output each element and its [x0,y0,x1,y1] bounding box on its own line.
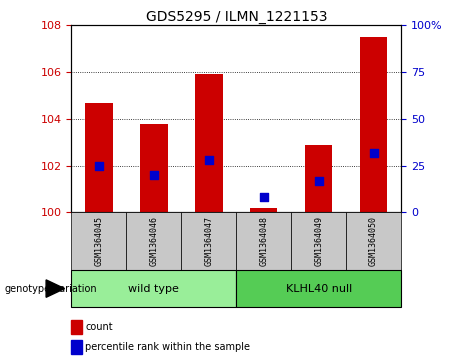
Bar [140,123,168,212]
Text: GSM1364047: GSM1364047 [204,216,213,266]
Point [150,172,158,178]
Bar [250,208,278,212]
Text: percentile rank within the sample: percentile rank within the sample [85,342,250,352]
Text: GSM1364050: GSM1364050 [369,216,378,266]
Bar [126,212,181,270]
Point [95,163,103,168]
Text: GSM1364045: GSM1364045 [95,216,103,266]
Text: GSM1364048: GSM1364048 [259,216,268,266]
Bar [236,212,291,270]
Text: GSM1364049: GSM1364049 [314,216,323,266]
Bar [346,212,401,270]
Point [370,150,377,155]
Polygon shape [46,280,65,297]
Bar [291,212,346,270]
Title: GDS5295 / ILMN_1221153: GDS5295 / ILMN_1221153 [146,11,327,24]
Bar [71,212,126,270]
Bar [236,270,401,307]
Bar [195,74,223,212]
Point [315,178,322,183]
Bar [85,102,112,212]
Bar [360,37,387,212]
Point [205,157,213,163]
Bar [181,212,236,270]
Point [260,195,267,200]
Text: GSM1364046: GSM1364046 [149,216,159,266]
Text: wild type: wild type [129,284,179,294]
Text: genotype/variation: genotype/variation [5,284,97,294]
Text: count: count [85,322,113,332]
Text: KLHL40 null: KLHL40 null [285,284,352,294]
Bar [71,270,236,307]
Bar [305,144,332,212]
